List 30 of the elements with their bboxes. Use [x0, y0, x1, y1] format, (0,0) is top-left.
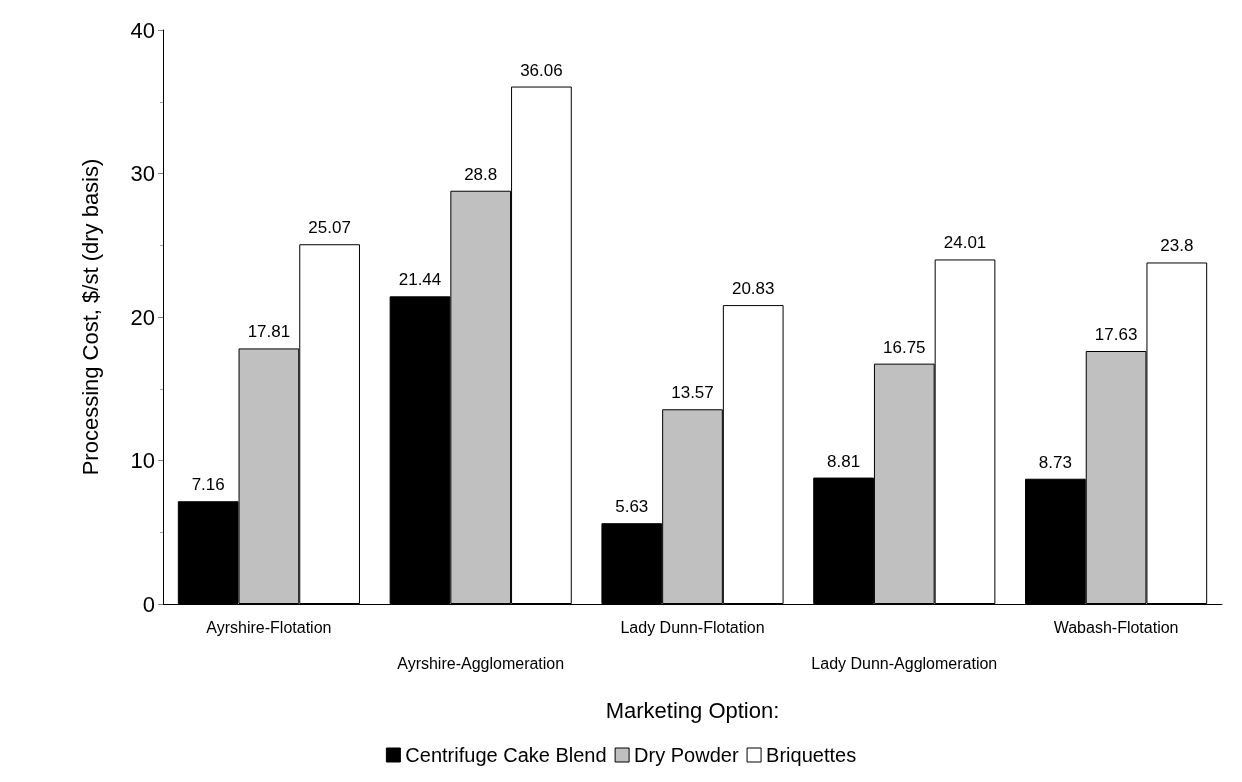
data-label: 21.44	[398, 270, 442, 290]
y-tick-label: 40	[130, 17, 155, 43]
y-tick-label: 10	[130, 448, 155, 473]
data-label: 36.06	[520, 60, 563, 80]
data-label: 16.75	[883, 337, 926, 357]
y-tick-label: 0	[142, 591, 155, 617]
legend-label: Centrifuge Cake Blend	[405, 744, 607, 766]
y-axis-title: Processing Cost, $/st (dry basis)	[77, 158, 103, 476]
y-tick-label: 20	[130, 304, 155, 330]
data-label: 7.16	[191, 475, 225, 495]
data-label: 8.81	[827, 451, 861, 471]
legend-label: Briquettes	[766, 744, 857, 766]
data-label: 17.63	[1094, 325, 1138, 345]
data-label: 20.83	[731, 279, 775, 299]
x-tick-label: Lady Dunn-Agglomeration	[811, 654, 998, 672]
legend-label: Dry Powder	[634, 744, 739, 766]
data-label: 13.57	[671, 383, 714, 403]
data-label: 24.01	[943, 233, 987, 253]
data-label: 23.8	[1160, 236, 1194, 256]
x-axis-title: Marketing Option:	[605, 697, 780, 723]
x-tick-label: Ayrshire-Flotation	[206, 618, 332, 636]
data-label: 5.63	[615, 497, 649, 517]
x-tick-label: Lady Dunn-Flotation	[620, 618, 765, 636]
data-label: 8.73	[1038, 452, 1072, 472]
x-tick-label: Wabash-Flotation	[1053, 618, 1179, 636]
x-tick-label: Ayrshire-Agglomeration	[397, 654, 565, 672]
y-tick-label: 30	[130, 161, 155, 186]
data-label: 25.07	[308, 218, 351, 238]
data-label: 17.81	[247, 322, 291, 342]
data-label: 28.8	[464, 164, 498, 184]
